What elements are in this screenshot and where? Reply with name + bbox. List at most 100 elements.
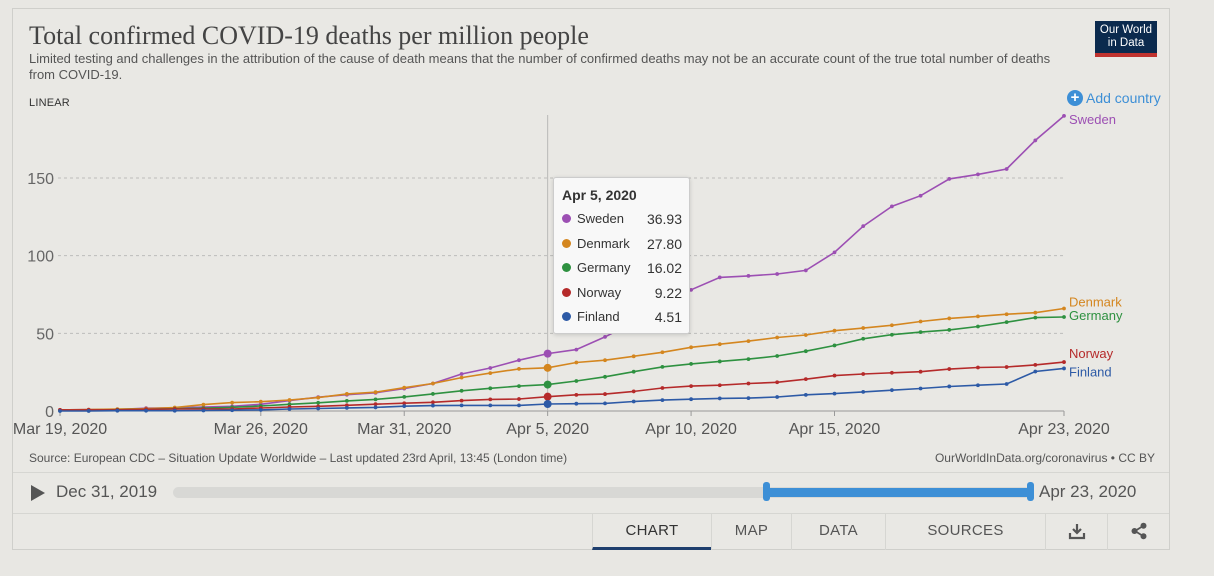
data-point-denmark: [947, 316, 952, 321]
data-point-denmark: [574, 360, 579, 365]
data-point-norway: [373, 402, 378, 407]
data-point-denmark: [431, 381, 435, 386]
data-point-germany: [660, 364, 665, 369]
data-point-denmark: [717, 342, 722, 347]
data-point-finland: [803, 392, 808, 397]
timeline-end-handle[interactable]: [1027, 482, 1034, 501]
data-point-denmark: [746, 339, 751, 344]
data-point-finland: [746, 396, 751, 401]
data-point-sweden: [803, 268, 808, 273]
tab-map[interactable]: MAP: [711, 513, 791, 550]
data-point-norway: [803, 377, 808, 382]
tooltip-series-value: 36.93: [646, 211, 682, 227]
tooltip-series-name: Denmark: [577, 235, 630, 251]
data-point-germany: [517, 384, 521, 389]
data-point-norway: [775, 380, 780, 385]
data-point-germany: [431, 392, 435, 396]
line-chart[interactable]: 0 50 100 150 Mar 19, 2020 Mar 26, 2020 Mar 31,…: [13, 9, 1169, 449]
data-point-finland: [344, 405, 349, 410]
data-point-norway: [1033, 362, 1038, 367]
data-point-sweden: [1033, 138, 1038, 143]
data-point-denmark: [803, 333, 808, 337]
data-point-sweden: [775, 272, 780, 276]
data-point-finland: [230, 408, 235, 413]
data-point-sweden: [717, 275, 722, 280]
data-point-finland: [861, 389, 866, 394]
tooltip-dot: [562, 312, 571, 321]
tab-data[interactable]: DATA: [791, 513, 885, 550]
data-point-norway: [431, 400, 435, 405]
data-point-sweden: [517, 358, 521, 363]
data-point-denmark: [631, 354, 636, 359]
series-label-sweden: Sweden: [1069, 112, 1116, 127]
scale-toggle[interactable]: LINEAR: [29, 97, 70, 109]
timeline-start-label: Dec 31, 2019: [56, 482, 158, 501]
data-point-denmark: [488, 371, 493, 375]
tooltip-row: Norway 9.22: [562, 284, 682, 302]
timeline-selected-range[interactable]: [767, 488, 1031, 497]
data-point-denmark: [230, 400, 235, 405]
tooltip-series-name: Sweden: [577, 211, 624, 226]
data-point-denmark: [1033, 310, 1038, 315]
data-point-denmark: [660, 350, 665, 355]
data-point-norway: [459, 398, 464, 403]
data-point-finland: [517, 403, 521, 408]
data-point-denmark: [976, 314, 980, 319]
data-point-germany: [1033, 315, 1038, 320]
data-point-germany: [543, 380, 552, 389]
data-point-finland: [201, 408, 206, 413]
data-point-finland: [144, 408, 148, 413]
data-point-denmark: [201, 402, 206, 407]
data-point-norway: [488, 397, 493, 402]
play-icon[interactable]: [31, 485, 45, 501]
timeline-track[interactable]: [173, 487, 1031, 498]
data-point-germany: [746, 357, 751, 362]
data-point-germany: [976, 324, 980, 329]
data-point-norway: [947, 367, 952, 371]
owid-logo[interactable]: Our World in Data: [1095, 21, 1157, 57]
data-point-finland: [373, 405, 378, 410]
data-point-finland: [459, 403, 464, 408]
tab-sources[interactable]: SOURCES: [885, 513, 1045, 550]
credit-link[interactable]: OurWorldInData.org/coronavirus • CC BY: [934, 451, 1155, 465]
plus-circle-icon: +: [1067, 90, 1083, 106]
x-tick-label: Apr 23, 2020: [1018, 421, 1110, 438]
data-point-denmark: [287, 398, 292, 402]
data-point-finland: [832, 391, 837, 396]
logo-line-1: Our World: [1099, 24, 1153, 36]
add-country-button[interactable]: + Add country: [1067, 90, 1161, 106]
data-point-germany: [775, 354, 780, 358]
data-point-denmark: [689, 345, 693, 350]
data-point-finland: [402, 404, 407, 409]
tooltip-row: Sweden 36.93: [562, 210, 682, 228]
data-point-norway: [1004, 365, 1009, 369]
data-point-germany: [832, 343, 837, 348]
tooltip-dot: [562, 263, 571, 272]
data-point-denmark: [832, 328, 837, 333]
data-point-germany: [287, 402, 292, 407]
data-point-finland: [258, 408, 263, 412]
tab-chart[interactable]: CHART: [592, 513, 711, 550]
data-point-sweden: [488, 366, 493, 370]
x-tick-label: Mar 31, 2020: [357, 421, 451, 438]
data-point-finland: [603, 401, 607, 406]
series-label-norway: Norway: [1069, 346, 1114, 361]
y-tick-label: 100: [27, 249, 54, 266]
data-point-germany: [1062, 315, 1066, 319]
download-button[interactable]: [1045, 513, 1107, 550]
data-point-norway: [861, 372, 866, 376]
data-point-finland: [1004, 382, 1009, 386]
data-point-finland: [918, 386, 923, 391]
data-point-norway: [543, 392, 552, 401]
data-point-norway: [574, 392, 579, 397]
tooltip-series-value: 16.02: [646, 260, 682, 276]
data-point-denmark: [1004, 312, 1009, 317]
share-button[interactable]: [1107, 513, 1169, 550]
data-point-finland: [543, 399, 552, 408]
data-point-germany: [803, 349, 808, 354]
data-point-norway: [344, 403, 349, 408]
timeline-start-handle[interactable]: [763, 482, 770, 501]
chart-card: Total confirmed COVID-19 deaths per mill…: [12, 8, 1170, 550]
series-line-finland: [60, 367, 1065, 412]
tooltip-dot: [562, 214, 571, 223]
